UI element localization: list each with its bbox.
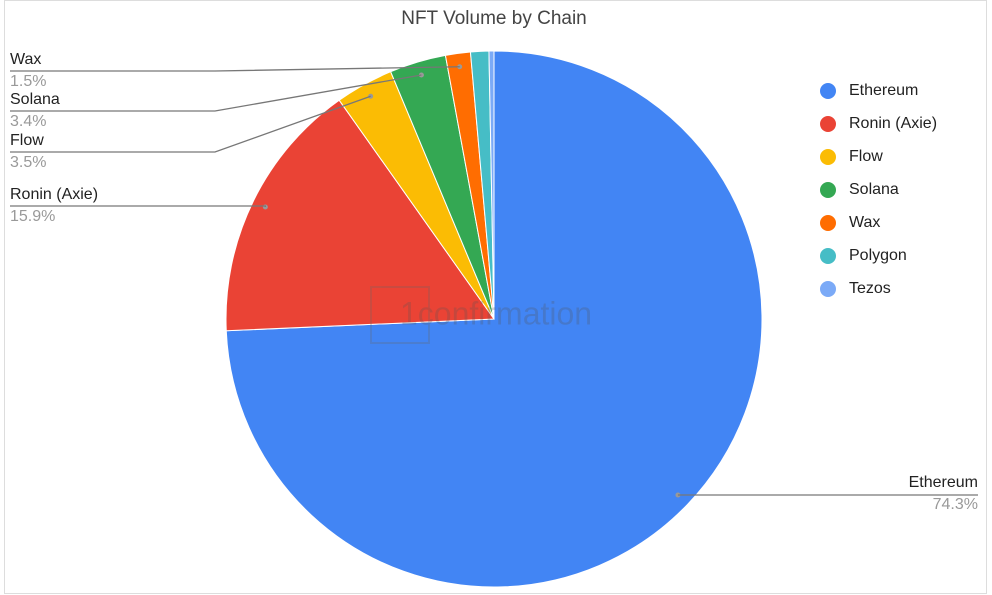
callout-label: Flow: [10, 132, 44, 149]
callout-value: 15.9%: [10, 208, 55, 225]
legend: Ethereum Ronin (Axie) Flow Solana Wax Polygon…: [820, 82, 937, 297]
callout-label: Ronin (Axie): [10, 186, 98, 203]
callout-value: 3.4%: [10, 113, 46, 130]
callout-line: [10, 95, 371, 153]
callout-value: 1.5%: [10, 73, 46, 90]
legend-swatch: [820, 116, 836, 132]
pie-slice: [225, 99, 495, 332]
callout-value: 3.5%: [10, 154, 46, 171]
legend-label: Ronin (Axie): [849, 115, 937, 132]
legend-swatch: [820, 281, 836, 297]
callout-line: [10, 205, 267, 207]
pie-slice: [488, 50, 495, 320]
callout-line: [10, 74, 422, 112]
callout-label: Wax: [10, 51, 41, 68]
legend-label: Wax: [849, 214, 880, 231]
legend-swatch: [820, 83, 836, 99]
watermark-text: 1confirmation: [400, 295, 592, 331]
legend-label: Solana: [849, 181, 899, 198]
legend-label: Tezos: [849, 280, 891, 297]
callout-label: Solana: [10, 91, 60, 108]
watermark-box: [370, 286, 430, 344]
callout-value: 74.3%: [933, 496, 978, 513]
legend-label: Polygon: [849, 247, 907, 264]
legend-label: Flow: [849, 148, 883, 165]
legend-swatch: [820, 182, 836, 198]
legend-swatch: [820, 248, 836, 264]
legend-swatch: [820, 215, 836, 231]
chart-title: NFT Volume by Chain: [401, 8, 587, 29]
callout-label: Ethereum: [909, 474, 978, 491]
legend-label: Ethereum: [849, 82, 918, 99]
callouts: Ethereum 74.3% Ronin (Axie) 15.9% Flow 3.5% So…: [10, 51, 978, 513]
legend-swatch: [820, 149, 836, 165]
pie: [225, 50, 763, 588]
watermark: 1confirmation: [370, 286, 592, 344]
callout-line: [10, 66, 460, 72]
